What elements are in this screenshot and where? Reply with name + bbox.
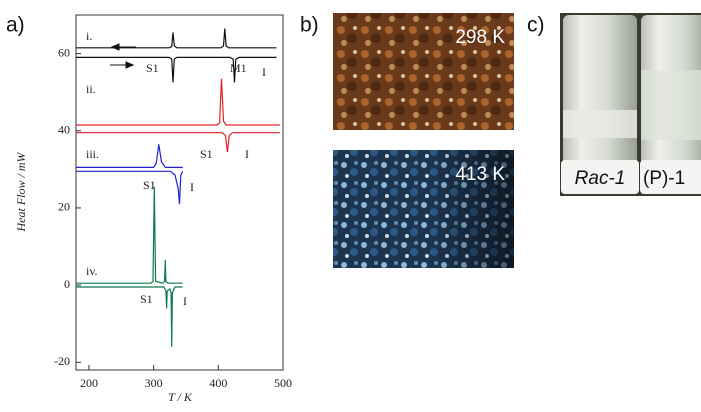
phase-label: S1 xyxy=(200,147,213,161)
y-tick-label: -20 xyxy=(54,354,70,368)
x-tick-label: 400 xyxy=(209,376,227,390)
dsc-trace xyxy=(76,56,277,83)
temperature-label: 413 K xyxy=(455,164,505,185)
phase-label: I xyxy=(245,147,249,161)
vial-photo xyxy=(560,13,701,196)
dsc-trace xyxy=(76,132,280,153)
dsc-trace xyxy=(76,286,183,347)
y-tick-label: 60 xyxy=(58,45,70,59)
phase-label: S1 xyxy=(143,178,156,192)
plot-frame xyxy=(75,14,284,371)
photo-shade xyxy=(430,150,514,268)
dsc-trace xyxy=(76,170,184,205)
x-tick-label: 500 xyxy=(274,376,292,390)
phase-label: I xyxy=(190,180,194,194)
temperature-label: 298 K xyxy=(455,27,505,48)
x-axis-label: T / K xyxy=(168,390,193,404)
vial-label: (P)-1 xyxy=(643,168,685,189)
photo-298k xyxy=(333,13,514,130)
trace-label: i. xyxy=(86,29,92,43)
dsc-trace xyxy=(76,28,277,49)
phase-label: S1 xyxy=(146,61,159,75)
dsc-trace xyxy=(76,78,280,126)
phase-label: M1 xyxy=(230,61,247,75)
x-tick-label: 200 xyxy=(80,376,98,390)
panel-label: a) xyxy=(6,14,25,37)
y-tick-label: 0 xyxy=(64,277,70,291)
phase-label: I xyxy=(183,294,187,308)
phase-label: I xyxy=(262,65,266,79)
x-tick-label: 300 xyxy=(145,376,163,390)
y-tick-label: 40 xyxy=(58,123,70,137)
panel-label: b) xyxy=(300,14,319,37)
y-axis-label: Heat Flow / mW xyxy=(14,152,28,233)
dsc-trace xyxy=(76,186,183,284)
panel-label: c) xyxy=(527,14,545,37)
direction-arrows xyxy=(110,43,136,69)
trace-label: iv. xyxy=(86,264,98,278)
trace-label: iii. xyxy=(86,147,99,161)
trace-label: ii. xyxy=(86,82,96,96)
vial-label: Rac-1 xyxy=(575,168,626,189)
dsc-trace xyxy=(76,144,183,168)
phase-label: S1 xyxy=(140,292,153,306)
y-tick-label: 20 xyxy=(58,200,70,214)
